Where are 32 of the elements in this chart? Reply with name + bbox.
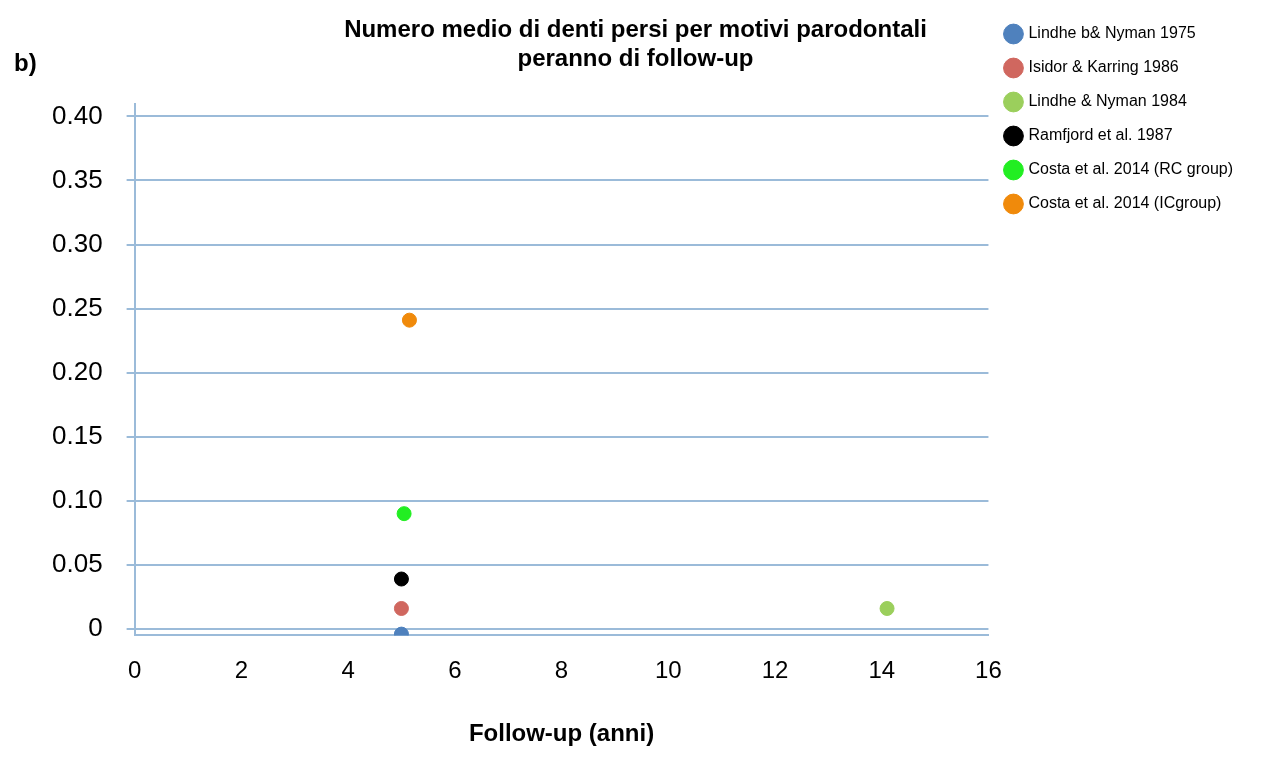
point — [396, 506, 412, 522]
x-tick-label: 4 — [341, 656, 355, 684]
point — [393, 571, 409, 587]
text: b) — [14, 48, 37, 76]
x-tick-label: 0 — [127, 656, 142, 684]
y-tick-label: 0.40 — [51, 99, 103, 130]
legend-label: Isidor & Karring 1986 — [1028, 58, 1179, 76]
chart-title: Numero medio di denti persi per motivi parodontali peranno di follow-up — [344, 15, 927, 71]
y-tick-label: 0.15 — [51, 419, 103, 450]
y-tick-label: 0 — [88, 612, 103, 643]
point — [879, 600, 895, 616]
legend-label: Lindhe b& Nyman 1975 — [1028, 24, 1196, 42]
x-axis-title: Follow-up (anni) — [468, 719, 655, 747]
x-tick-label: 2 — [234, 656, 249, 684]
point — [393, 600, 409, 616]
y-tick-label: 0.05 — [51, 548, 103, 579]
x-tick-label: 14 — [868, 656, 896, 684]
x-tick-label: 12 — [761, 656, 789, 684]
point — [401, 312, 417, 328]
x-tick-label: 10 — [654, 656, 682, 684]
x-tick-label: 8 — [554, 656, 569, 684]
x-tick-label: 16 — [975, 656, 1002, 684]
y-tick-label: 0.30 — [51, 227, 103, 258]
y-tick-label: 0.10 — [51, 484, 103, 515]
legend-label: Costa et al. 2014 (ICgroup) — [1028, 194, 1222, 212]
y-tick-label: 0.35 — [51, 163, 103, 194]
legend-label: Costa et al. 2014 (RC group) — [1028, 160, 1233, 178]
legend-label: Ramfjord et al. 1987 — [1028, 126, 1173, 144]
x-tick-label: 6 — [448, 656, 462, 684]
y-tick-label: 0.25 — [51, 291, 103, 322]
legend-label: Lindhe & Nyman 1984 — [1028, 92, 1187, 110]
y-tick-label: 0.20 — [51, 355, 103, 386]
